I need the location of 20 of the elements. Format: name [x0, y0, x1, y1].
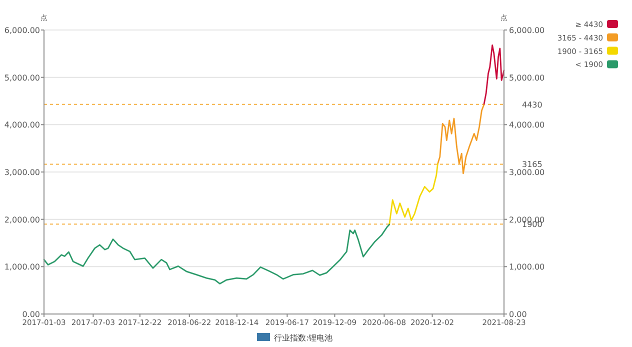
- line-series: [437, 104, 485, 174]
- line-series: [483, 44, 505, 106]
- line-series: [43, 224, 390, 284]
- y-tick-label: 1,000.00: [4, 262, 40, 272]
- y2-tick-label: 5,000.00: [509, 73, 545, 82]
- ref-line-label: 4430: [522, 100, 542, 110]
- ref-line-label: 3165: [522, 160, 542, 170]
- y-tick-label: 6,000.00: [4, 26, 40, 35]
- y-tick-label: 4,000.00: [4, 120, 40, 130]
- y2-tick-label: 4,000.00: [509, 120, 545, 130]
- y2-tick-label: 3,000.00: [509, 168, 545, 177]
- y2-tick-label: 0.00: [509, 310, 527, 319]
- y-tick-label: 0.00: [22, 310, 40, 319]
- y-tick-label: 2,000.00: [4, 215, 40, 224]
- y2-tick-label: 6,000.00: [509, 26, 545, 35]
- line-series: [388, 163, 438, 226]
- legend-title: 行业指数:锂电池: [274, 334, 333, 342]
- y2-tick-label: 1,000.00: [509, 262, 545, 272]
- y-tick-label: 5,000.00: [4, 73, 40, 82]
- y-tick-label: 3,000.00: [4, 168, 40, 177]
